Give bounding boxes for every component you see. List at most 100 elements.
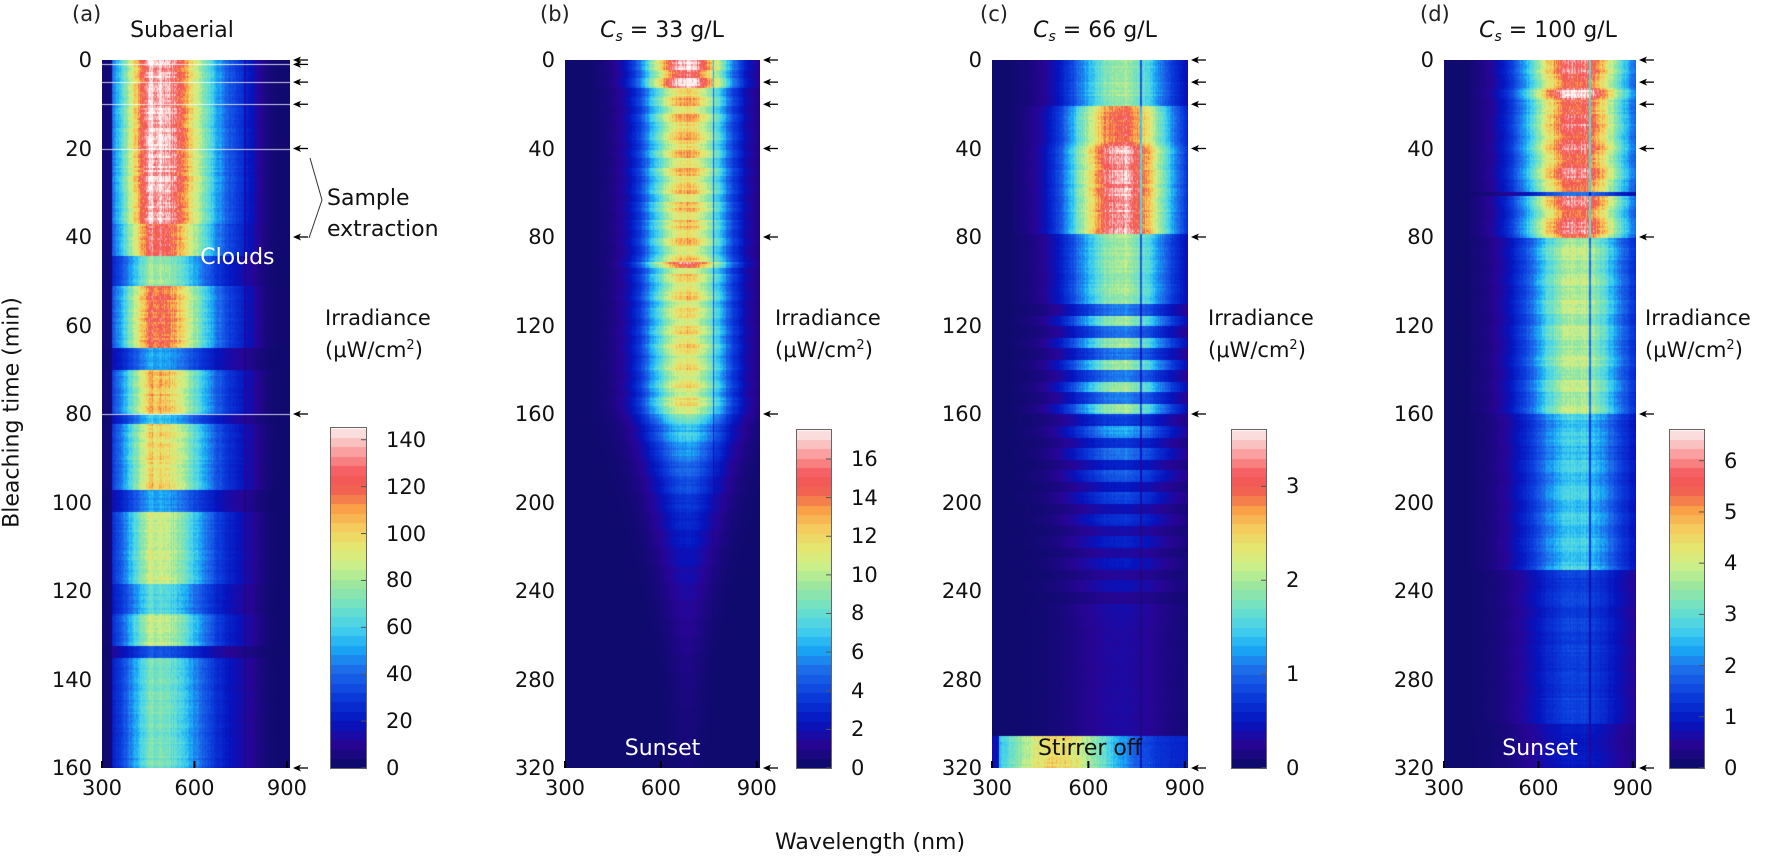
unit-superscript: 2 — [1726, 338, 1735, 353]
colorbar-tick-label: 16 — [851, 446, 878, 471]
sample-extraction-arrow — [293, 100, 308, 108]
colorbar-tick-label: 14 — [851, 485, 878, 510]
sample-extraction-arrow — [763, 100, 778, 108]
x-tick-label: 300 — [1423, 776, 1465, 800]
y-tick-label: 160 — [51, 756, 92, 780]
y-tick-label: 320 — [941, 756, 982, 780]
sample-extraction-arrow — [293, 233, 308, 241]
colorbar-title: Irradiance (μW/cm2) — [325, 305, 431, 364]
colorbar-tick-label: 0 — [1724, 756, 1738, 780]
colorbar-tick-label: 80 — [386, 568, 413, 593]
colorbar-tick-label: 4 — [1724, 551, 1738, 576]
colorbar-tick-label: 20 — [386, 709, 413, 734]
sample-extraction-arrow — [1191, 100, 1206, 108]
heatmap-image — [565, 60, 760, 768]
title-symbol: C — [1033, 18, 1049, 43]
x-axis-label: Wavelength (nm) — [775, 830, 966, 855]
y-tick-label: 0 — [968, 48, 982, 72]
colorbar-tick-label: 1 — [1724, 704, 1738, 729]
plot-annotation: Sunset — [1502, 736, 1578, 762]
bracket-line — [308, 157, 323, 239]
x-tick-label: 600 — [1518, 776, 1559, 800]
colorbar — [330, 427, 367, 769]
plot-annotation: Clouds — [200, 245, 275, 271]
unit-text-close: ) — [864, 338, 873, 362]
y-tick-label: 280 — [514, 667, 555, 692]
sample-extraction-arrow — [763, 233, 778, 241]
sample-extraction-arrow — [1639, 764, 1654, 772]
y-tick-label: 80 — [528, 225, 555, 249]
y-tick-label: 120 — [51, 579, 92, 603]
y-tick-label: 240 — [1393, 579, 1434, 603]
sample-extraction-arrow — [1639, 78, 1654, 86]
title-text: = 66 g/L — [1055, 18, 1157, 43]
title-subscript: s — [615, 29, 623, 45]
unit-superscript: 2 — [1289, 338, 1298, 353]
x-tick-label: 900 — [1164, 776, 1205, 800]
colorbar-tick-label: 40 — [386, 662, 413, 687]
colorbar — [796, 429, 832, 769]
y-tick-label: 160 — [514, 402, 555, 426]
y-tick-label: 80 — [1407, 225, 1434, 249]
sample-extraction-arrow — [1191, 145, 1206, 152]
y-tick-label: 0 — [78, 48, 92, 72]
unit-text: (μW/cm — [775, 338, 857, 362]
colorbar-tick-label: 6 — [1724, 448, 1738, 473]
panel-title: Subaerial — [130, 18, 234, 43]
colorbar-tick-label: 100 — [386, 521, 427, 546]
panel-label: (a) — [72, 2, 102, 26]
y-tick-label: 100 — [51, 490, 92, 515]
panel-label: (d) — [1420, 2, 1450, 26]
colorbar-title: Irradiance (μW/cm2) — [1208, 305, 1314, 364]
sample-extraction-arrow — [293, 764, 308, 772]
unit-superscript: 2 — [406, 338, 415, 353]
y-tick-label: 280 — [941, 667, 982, 692]
y-tick-label: 0 — [541, 48, 555, 72]
unit-text-close: ) — [1297, 338, 1306, 362]
y-tick-label: 160 — [1393, 402, 1434, 426]
title-subscript: s — [1048, 29, 1056, 45]
x-tick-label: 900 — [1612, 776, 1653, 800]
y-tick-label: 40 — [65, 225, 92, 249]
unit-text: (μW/cm — [1645, 338, 1727, 362]
colorbar-title-line1: Irradiance — [1645, 306, 1751, 330]
heatmap-image — [1444, 60, 1636, 768]
x-tick-label: 900 — [266, 776, 307, 800]
colorbar-tick-label: 120 — [386, 474, 427, 499]
y-tick-label: 240 — [514, 579, 555, 603]
colorbar — [1669, 429, 1705, 769]
sample-extraction-arrow — [293, 56, 308, 64]
plot-annotation: Stirrer off — [1037, 736, 1143, 762]
colorbar-tick-label: 2 — [851, 717, 865, 742]
y-tick-label: 80 — [955, 225, 982, 249]
colorbar-tick-label: 2 — [1286, 568, 1300, 593]
colorbar-title-line2: (μW/cm2) — [1645, 332, 1751, 364]
colorbar-title-line1: Irradiance — [775, 306, 881, 330]
sample-extraction-label: Sample extraction — [327, 186, 439, 242]
sample-extraction-arrow — [1639, 56, 1654, 64]
colorbar-tick-label: 0 — [386, 756, 400, 780]
y-tick-label: 40 — [955, 136, 982, 161]
sample-extraction-arrow — [1639, 233, 1654, 241]
colorbar-tick-label: 140 — [386, 427, 427, 452]
unit-text-close: ) — [1734, 338, 1743, 362]
sample-extraction-arrow — [293, 410, 308, 418]
plot-annotation: Sunset — [624, 736, 701, 762]
y-tick-label: 280 — [1393, 667, 1434, 692]
y-tick-label: 240 — [941, 579, 982, 603]
colorbar-tick-label: 4 — [851, 678, 865, 703]
x-tick-label: 600 — [174, 776, 215, 800]
y-tick-label: 0 — [1420, 48, 1434, 72]
sample-extraction-arrow — [1191, 233, 1206, 241]
sample-extraction-arrow — [763, 764, 778, 772]
title-text: = 33 g/L — [622, 18, 724, 43]
panel-title: Cs = 66 g/L — [1033, 18, 1157, 45]
heatmap-image — [102, 60, 290, 768]
x-tick-label: 600 — [640, 776, 681, 800]
sample-extraction-arrow — [1639, 100, 1654, 108]
colorbar-title-line1: Irradiance — [1208, 306, 1314, 330]
colorbar-title-line2: (μW/cm2) — [1208, 332, 1314, 364]
sample-extraction-arrow — [763, 410, 778, 418]
panel-title: Cs = 100 g/L — [1479, 18, 1617, 45]
